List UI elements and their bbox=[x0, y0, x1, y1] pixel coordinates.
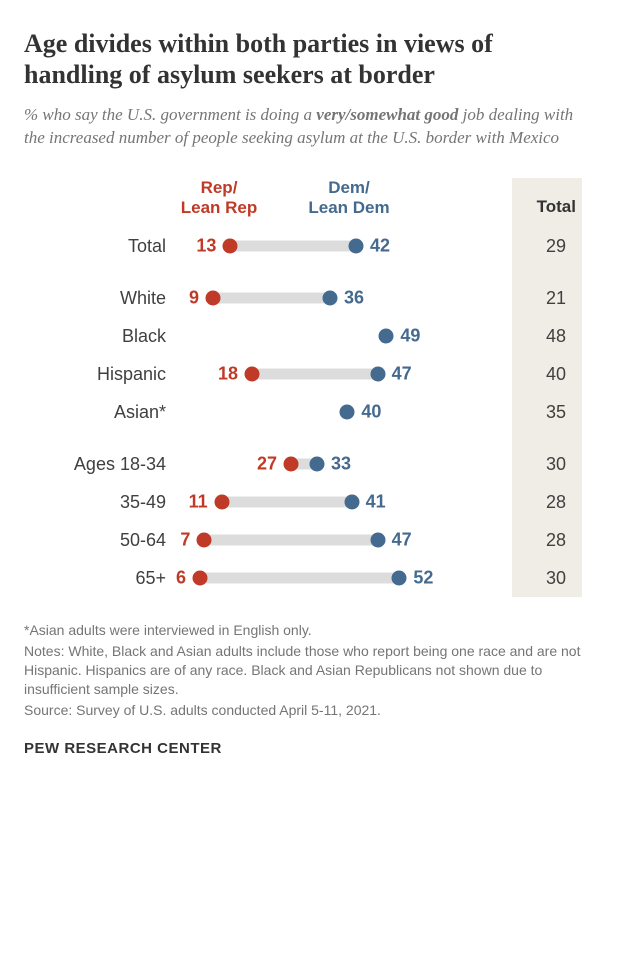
dem-dot bbox=[323, 291, 338, 306]
track-wrap: 49 bbox=[174, 317, 434, 355]
track bbox=[200, 573, 399, 584]
track-wrap: 7 47 bbox=[174, 521, 434, 559]
dem-dot bbox=[379, 329, 394, 344]
footer-org: PEW RESEARCH CENTER bbox=[24, 740, 596, 757]
note-asterisk: *Asian adults were interviewed in Englis… bbox=[24, 621, 596, 640]
total-value: 35 bbox=[434, 402, 596, 423]
data-row: White 9 36 21 bbox=[24, 279, 596, 317]
dem-value: 49 bbox=[400, 326, 420, 347]
legend-rep-line1: Rep/ bbox=[201, 178, 238, 197]
rep-value: 13 bbox=[196, 236, 216, 257]
rep-value: 11 bbox=[189, 492, 208, 513]
note-source: Source: Survey of U.S. adults conducted … bbox=[24, 701, 596, 720]
legend-total: Total bbox=[434, 197, 596, 217]
track-wrap: 27 33 bbox=[174, 445, 434, 483]
note-methodology: Notes: White, Black and Asian adults inc… bbox=[24, 642, 596, 699]
track-wrap: 6 52 bbox=[174, 559, 434, 597]
dem-dot bbox=[392, 571, 407, 586]
row-label: Black bbox=[24, 326, 174, 347]
rows-container: Total134229White93621Black4948Hispanic18… bbox=[24, 227, 596, 597]
rep-dot bbox=[206, 291, 221, 306]
total-value: 48 bbox=[434, 326, 596, 347]
legend: Rep/ Lean Rep Dem/ Lean Dem Total bbox=[24, 178, 596, 217]
dem-value: 47 bbox=[392, 364, 412, 385]
legend-dem-line1: Dem/ bbox=[328, 178, 370, 197]
track-wrap: 13 42 bbox=[174, 227, 434, 265]
total-value: 40 bbox=[434, 364, 596, 385]
data-row: Hispanic184740 bbox=[24, 355, 596, 393]
row-label: Hispanic bbox=[24, 364, 174, 385]
chart-title: Age divides within both parties in views… bbox=[24, 28, 596, 90]
rep-value: 9 bbox=[189, 288, 199, 309]
rep-value: 7 bbox=[180, 530, 190, 551]
rep-dot bbox=[223, 239, 238, 254]
dem-dot bbox=[349, 239, 364, 254]
subtitle-pre: % who say the U.S. government is doing a bbox=[24, 105, 316, 124]
rep-dot bbox=[245, 367, 260, 382]
chart-area: Rep/ Lean Rep Dem/ Lean Dem Total Total1… bbox=[24, 178, 596, 597]
rep-value: 27 bbox=[257, 454, 277, 475]
total-value: 21 bbox=[434, 288, 596, 309]
dem-dot bbox=[370, 367, 385, 382]
row-label: 65+ bbox=[24, 568, 174, 589]
dem-value: 41 bbox=[366, 492, 386, 513]
legend-labels: Rep/ Lean Rep Dem/ Lean Dem bbox=[174, 178, 434, 217]
total-value: 30 bbox=[434, 454, 596, 475]
chart-subtitle: % who say the U.S. government is doing a… bbox=[24, 104, 596, 150]
row-label: White bbox=[24, 288, 174, 309]
track bbox=[213, 293, 330, 304]
rep-dot bbox=[193, 571, 208, 586]
data-row: Black 49 48 bbox=[24, 317, 596, 355]
dem-value: 33 bbox=[331, 454, 351, 475]
rep-dot bbox=[197, 533, 212, 548]
rep-value: 18 bbox=[218, 364, 238, 385]
track-wrap: 9 36 bbox=[174, 279, 434, 317]
data-row: Asian* 40 35 bbox=[24, 393, 596, 431]
legend-rep-line2: Lean Rep bbox=[181, 198, 258, 217]
total-value: 29 bbox=[434, 236, 596, 257]
dem-value: 52 bbox=[413, 568, 433, 589]
total-value: 28 bbox=[434, 492, 596, 513]
data-row: Total 13 42 29 bbox=[24, 227, 596, 265]
track bbox=[230, 241, 356, 252]
group-gap bbox=[24, 431, 596, 445]
row-label: Ages 18-34 bbox=[24, 454, 174, 475]
notes: *Asian adults were interviewed in Englis… bbox=[24, 621, 596, 719]
group-gap bbox=[24, 265, 596, 279]
dem-value: 40 bbox=[361, 402, 381, 423]
row-label: 50-64 bbox=[24, 530, 174, 551]
dem-value: 42 bbox=[370, 236, 390, 257]
dem-dot bbox=[310, 457, 325, 472]
data-row: 35-49 11 41 28 bbox=[24, 483, 596, 521]
track-wrap: 11 41 bbox=[174, 483, 434, 521]
total-value: 28 bbox=[434, 530, 596, 551]
data-row: Ages 18-34 27 33 30 bbox=[24, 445, 596, 483]
legend-dem: Dem/ Lean Dem bbox=[304, 178, 394, 217]
row-label: 35-49 bbox=[24, 492, 174, 513]
track bbox=[222, 497, 352, 508]
rep-dot bbox=[214, 495, 229, 510]
track-wrap: 40 bbox=[174, 393, 434, 431]
rep-dot bbox=[284, 457, 299, 472]
row-label: Total bbox=[24, 236, 174, 257]
data-row: 50-64 7 47 28 bbox=[24, 521, 596, 559]
row-label: Asian* bbox=[24, 402, 174, 423]
legend-rep: Rep/ Lean Rep bbox=[174, 178, 264, 217]
subtitle-emphasis: very/somewhat good bbox=[316, 105, 458, 124]
track bbox=[252, 369, 378, 380]
total-value: 30 bbox=[434, 568, 596, 589]
dem-dot bbox=[340, 405, 355, 420]
dem-dot bbox=[370, 533, 385, 548]
rep-value: 6 bbox=[176, 568, 186, 589]
dem-dot bbox=[344, 495, 359, 510]
legend-dem-line2: Lean Dem bbox=[308, 198, 389, 217]
dem-value: 47 bbox=[392, 530, 412, 551]
data-row: 65+6 5230 bbox=[24, 559, 596, 597]
track bbox=[204, 535, 377, 546]
track-wrap: 1847 bbox=[174, 355, 434, 393]
dem-value: 36 bbox=[344, 288, 364, 309]
